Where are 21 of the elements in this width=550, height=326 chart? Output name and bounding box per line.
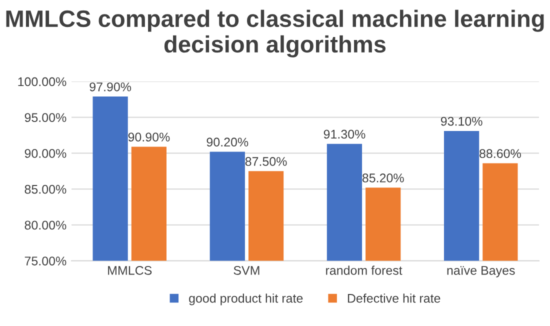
x-tick-label: naïve Bayes bbox=[447, 266, 515, 278]
data-label: 85.20% bbox=[362, 174, 404, 182]
data-label: 90.90% bbox=[128, 132, 170, 142]
x-tick-label: SVM bbox=[234, 266, 260, 275]
legend-label: Defective hit rate bbox=[348, 294, 440, 303]
data-label: 87.50% bbox=[245, 157, 287, 166]
y-tick-label: 95.00% bbox=[24, 113, 66, 122]
chart-title: MMLCS compared to classical machine learning decision algorithms bbox=[6, 10, 544, 58]
data-label: 97.90% bbox=[90, 82, 132, 92]
y-tick-label: 100.00% bbox=[18, 77, 66, 86]
data-label: 90.20% bbox=[206, 138, 248, 147]
y-tick-label: 80.00% bbox=[24, 220, 66, 230]
y-tick-label: 75.00% bbox=[24, 256, 66, 266]
data-label: 91.30% bbox=[324, 130, 366, 139]
data-label: 93.10% bbox=[440, 116, 482, 126]
y-tick-label: 90.00% bbox=[24, 149, 66, 158]
data-label: 88.60% bbox=[480, 149, 521, 158]
x-tick-label: MMLCS bbox=[108, 266, 152, 275]
y-tick-label: 85.00% bbox=[24, 184, 66, 194]
legend-label: good product hit rate bbox=[189, 294, 303, 306]
x-tick-label: random forest bbox=[326, 266, 402, 275]
